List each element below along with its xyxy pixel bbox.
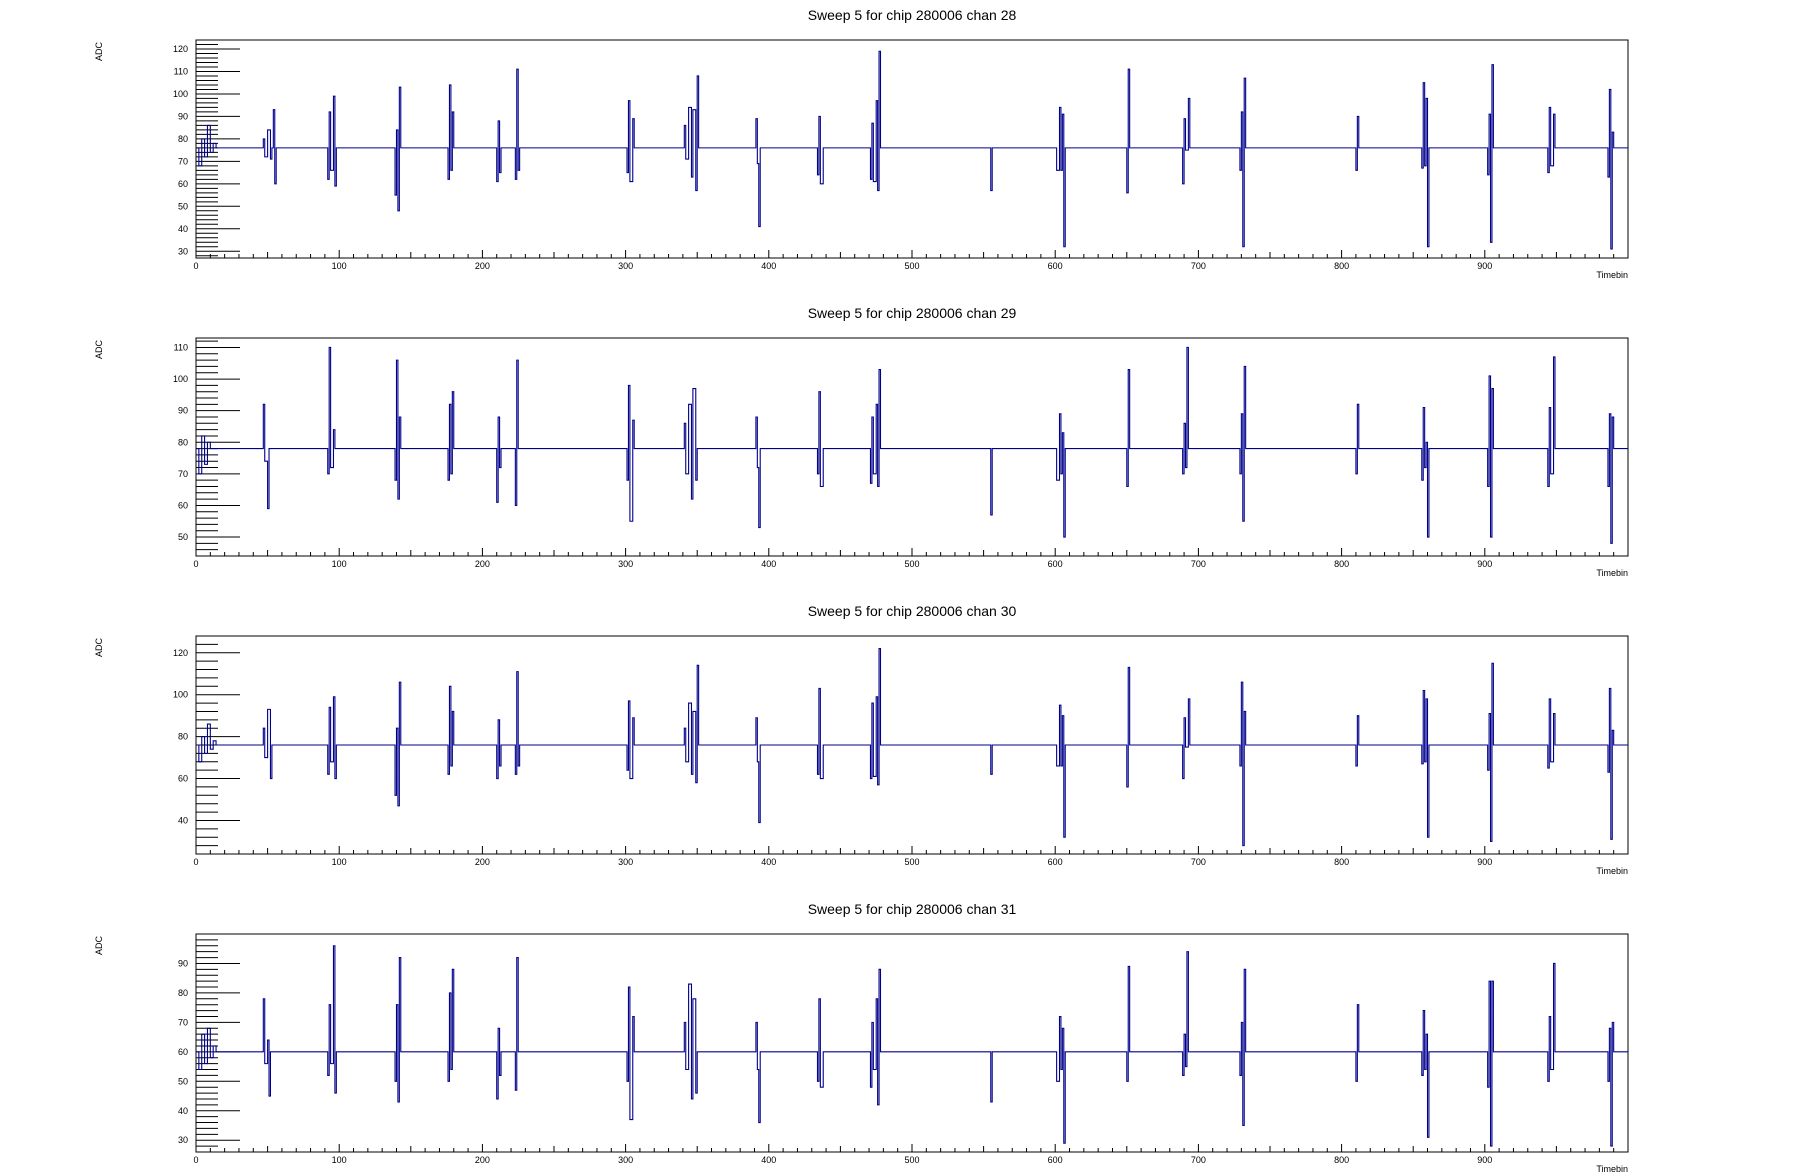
y-tick-label: 80 (178, 732, 188, 742)
series-line-0 (196, 50, 1628, 250)
x-tick-label: 0 (193, 261, 198, 271)
chart-title: Sweep 5 for chip 280006 chan 31 (808, 901, 1017, 917)
x-tick-label: 600 (1048, 857, 1063, 867)
x-axis-label: Timebin (1596, 568, 1628, 578)
y-tick-label: 70 (178, 156, 188, 166)
x-tick-label: 100 (332, 857, 347, 867)
x-tick-label: 700 (1191, 261, 1206, 271)
x-tick-label: 900 (1477, 857, 1492, 867)
x-tick-label: 500 (904, 261, 919, 271)
x-tick-label: 100 (332, 261, 347, 271)
chart-panel-1: Sweep 5 for chip 280006 chan 29 ADC Timebi… (94, 305, 1629, 578)
series-line-0 (196, 945, 1628, 1147)
x-tick-label: 300 (618, 1155, 633, 1165)
x-tick-label: 600 (1048, 261, 1063, 271)
x-tick-label: 900 (1477, 1155, 1492, 1165)
y-tick-label: 120 (173, 44, 188, 54)
y-tick-label: 40 (178, 815, 188, 825)
x-tick-label: 0 (193, 1155, 198, 1165)
y-tick-label: 90 (178, 958, 188, 968)
chart-panel-2: Sweep 5 for chip 280006 chan 30 ADC Timebi… (94, 603, 1629, 876)
x-tick-label: 600 (1048, 559, 1063, 569)
x-axis-label: Timebin (1596, 866, 1628, 876)
x-tick-label: 800 (1334, 261, 1349, 271)
x-tick-label: 0 (193, 857, 198, 867)
y-tick-label: 80 (178, 437, 188, 447)
plot-frame (195, 39, 1629, 259)
x-tick-label: 800 (1334, 857, 1349, 867)
y-tick-label: 100 (173, 690, 188, 700)
x-tick-label: 100 (332, 1155, 347, 1165)
x-axis-label: Timebin (1596, 1164, 1628, 1172)
y-tick-label: 50 (178, 532, 188, 542)
x-tick-label: 400 (761, 1155, 776, 1165)
x-tick-label: 300 (618, 559, 633, 569)
series-line-0 (196, 648, 1628, 847)
y-tick-label: 60 (178, 774, 188, 784)
series-line-0 (196, 346, 1628, 544)
y-axis-label: ADC (94, 936, 104, 956)
x-tick-label: 700 (1191, 857, 1206, 867)
y-tick-label: 30 (178, 1135, 188, 1145)
x-tick-label: 100 (332, 559, 347, 569)
x-tick-label: 200 (475, 559, 490, 569)
x-tick-label: 900 (1477, 261, 1492, 271)
plot-frame (195, 933, 1629, 1153)
y-tick-label: 50 (178, 1076, 188, 1086)
y-tick-label: 110 (174, 66, 188, 76)
y-tick-label: 90 (178, 406, 188, 416)
x-tick-label: 600 (1048, 1155, 1063, 1165)
chart-title: Sweep 5 for chip 280006 chan 30 (808, 603, 1017, 619)
x-tick-label: 800 (1334, 559, 1349, 569)
x-tick-label: 900 (1477, 559, 1492, 569)
x-tick-label: 200 (475, 1155, 490, 1165)
x-tick-label: 200 (475, 857, 490, 867)
y-tick-label: 100 (173, 89, 188, 99)
y-tick-label: 90 (178, 111, 188, 121)
x-tick-label: 0 (193, 559, 198, 569)
y-tick-label: 70 (178, 1017, 188, 1027)
x-tick-label: 300 (618, 857, 633, 867)
y-tick-label: 60 (178, 500, 188, 510)
x-tick-label: 800 (1334, 1155, 1349, 1165)
x-tick-label: 300 (618, 261, 633, 271)
x-tick-label: 500 (904, 857, 919, 867)
y-axis-label: ADC (94, 42, 104, 62)
x-tick-label: 700 (1191, 559, 1206, 569)
chart-panel-3: Sweep 5 for chip 280006 chan 31 ADC Timebi… (94, 901, 1629, 1172)
y-tick-label: 60 (178, 1047, 188, 1057)
x-axis-label: Timebin (1596, 270, 1628, 280)
y-tick-label: 50 (178, 201, 188, 211)
y-tick-label: 30 (178, 246, 188, 256)
x-tick-label: 400 (761, 559, 776, 569)
y-tick-label: 70 (178, 469, 188, 479)
y-tick-label: 40 (178, 224, 188, 234)
y-tick-label: 100 (173, 374, 188, 384)
y-tick-label: 80 (178, 988, 188, 998)
chart-title: Sweep 5 for chip 280006 chan 28 (808, 7, 1017, 23)
y-tick-label: 120 (173, 648, 188, 658)
y-axis-label: ADC (94, 340, 104, 360)
x-tick-label: 400 (761, 261, 776, 271)
chart-title: Sweep 5 for chip 280006 chan 29 (808, 305, 1017, 321)
x-tick-label: 400 (761, 857, 776, 867)
x-tick-label: 200 (475, 261, 490, 271)
y-tick-label: 110 (174, 342, 188, 352)
chart-panel-0: Sweep 5 for chip 280006 chan 28 ADC Timebi… (94, 7, 1629, 280)
y-tick-label: 80 (178, 134, 188, 144)
plot-frame (195, 337, 1629, 557)
x-tick-label: 500 (904, 1155, 919, 1165)
x-tick-label: 700 (1191, 1155, 1206, 1165)
x-tick-label: 500 (904, 559, 919, 569)
y-axis-label: ADC (94, 638, 104, 658)
y-tick-label: 60 (178, 179, 188, 189)
y-tick-label: 40 (178, 1106, 188, 1116)
